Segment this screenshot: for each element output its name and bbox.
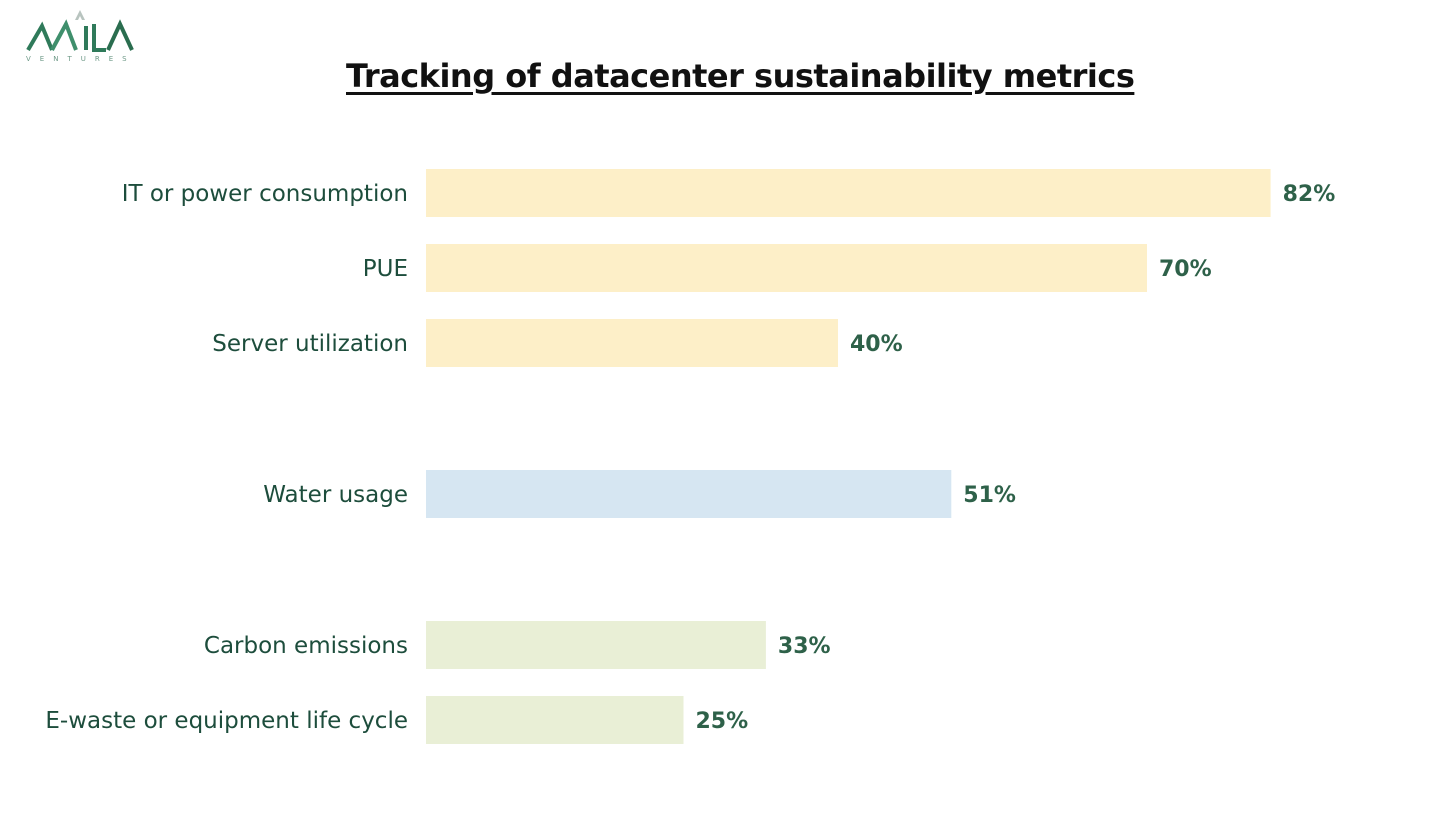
chart-title: Tracking of datacenter sustainability me… bbox=[346, 57, 1135, 95]
value-label-5: 25% bbox=[696, 709, 749, 734]
logo-subtitle: VENTURES bbox=[26, 55, 136, 63]
category-label-1: PUE bbox=[363, 256, 408, 282]
bar-0 bbox=[426, 169, 1271, 217]
value-label-2: 40% bbox=[850, 332, 903, 357]
category-label-4: Carbon emissions bbox=[204, 633, 408, 659]
category-label-0: IT or power consumption bbox=[122, 181, 408, 207]
bar-4 bbox=[426, 621, 766, 669]
value-label-3: 51% bbox=[963, 483, 1016, 508]
bar-2 bbox=[426, 319, 838, 367]
bar-1 bbox=[426, 244, 1147, 292]
category-label-5: E-waste or equipment life cycle bbox=[45, 708, 408, 734]
mountain-logo-icon bbox=[26, 10, 134, 52]
bar-3 bbox=[426, 470, 952, 518]
company-logo: VENTURES bbox=[22, 8, 142, 68]
bar-5 bbox=[426, 696, 684, 744]
value-label-0: 82% bbox=[1283, 182, 1336, 207]
category-label-2: Server utilization bbox=[212, 331, 408, 357]
category-label-3: Water usage bbox=[263, 482, 408, 508]
value-label-4: 33% bbox=[778, 634, 831, 659]
value-label-1: 70% bbox=[1159, 257, 1212, 282]
